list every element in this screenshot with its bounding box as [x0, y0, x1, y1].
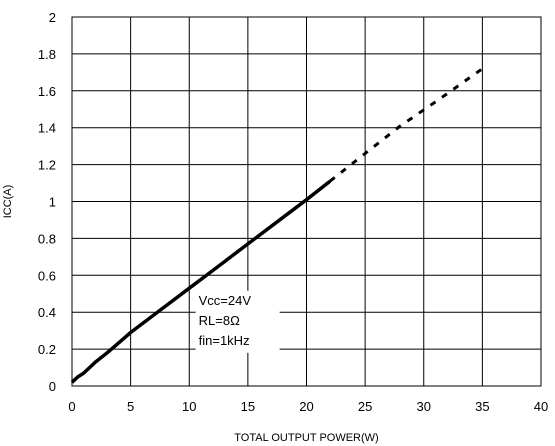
y-tick-label: 0.8	[38, 231, 56, 246]
x-tick-label: 40	[534, 399, 548, 414]
legend-annotation: Vcc=24V RL=8Ω fin=1kHz	[195, 290, 280, 353]
grid	[72, 17, 541, 386]
y-tick-label: 1.2	[38, 158, 56, 173]
annotation-line-vcc: Vcc=24V	[199, 293, 252, 308]
series-line-solid	[70, 179, 332, 384]
x-tick-label: 35	[475, 399, 489, 414]
x-tick-label: 15	[241, 399, 255, 414]
series-group	[70, 67, 484, 384]
y-tick-label: 2	[49, 10, 56, 25]
x-tick-label: 20	[299, 399, 313, 414]
y-tick-label: 1	[49, 195, 56, 210]
x-tick-label: 25	[358, 399, 372, 414]
y-axis-title: ICC(A)	[2, 185, 14, 219]
y-tick-label: 0.6	[38, 268, 56, 283]
annotation-background	[195, 290, 280, 353]
x-tick-label: 5	[127, 399, 134, 414]
y-tick-label: 0	[49, 379, 56, 394]
y-tick-label: 1.8	[38, 47, 56, 62]
series-line-dashed	[329, 67, 484, 183]
tick-labels: 0 5 10 15 20 25 30 35 40 0 0.2 0.4 0.6 0.8 1 1.2 1.4 1.6 1…	[38, 10, 548, 414]
annotation-line-rl: RL=8Ω	[199, 313, 240, 328]
x-tick-label: 0	[68, 399, 75, 414]
annotation-line-fin: fin=1kHz	[199, 333, 250, 348]
y-tick-label: 0.2	[38, 342, 56, 357]
x-tick-label: 30	[417, 399, 431, 414]
y-tick-label: 0.4	[38, 305, 56, 320]
plot-frame	[71, 16, 542, 387]
x-tick-label: 10	[182, 399, 196, 414]
y-tick-label: 1.6	[38, 84, 56, 99]
y-tick-label: 1.4	[38, 121, 56, 136]
x-axis-title: TOTAL OUTPUT POWER(W)	[234, 432, 378, 444]
